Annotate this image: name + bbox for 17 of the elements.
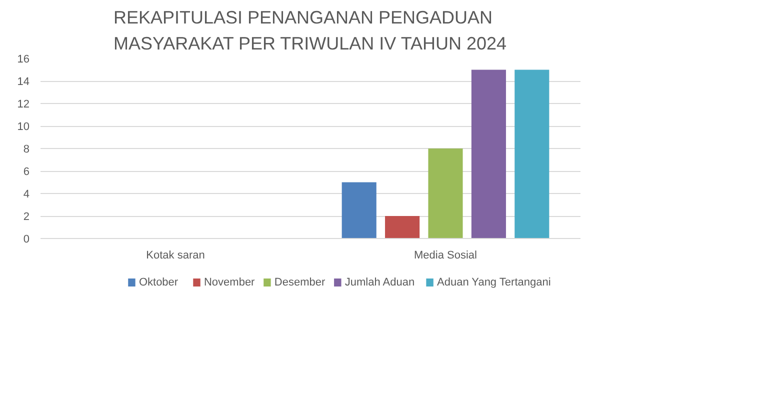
legend-label: Jumlah Aduan — [344, 276, 415, 288]
y-tick-label: 12 — [17, 98, 30, 110]
y-tick-label: 14 — [17, 76, 30, 88]
y-tick-label: 6 — [23, 166, 30, 178]
chart-title: REKAPITULASI PENANGANAN PENGADUAN MASYARAKAT PER TRIWULAN IV TAHUN 2024 — [113, 8, 507, 54]
legend-label: November — [204, 276, 256, 288]
y-tick-label: 0 — [23, 234, 30, 246]
x-tick-label: Kotak saran — [146, 250, 205, 262]
legend-label: Oktober — [138, 276, 178, 288]
y-tick-label: 4 — [23, 188, 30, 200]
y-tick-label: 2 — [23, 211, 30, 223]
y-tick-label: 10 — [17, 121, 30, 133]
y-tick-label: 8 — [23, 144, 30, 156]
legend-label: Desember — [274, 276, 326, 288]
legend-label: Aduan Yang Tertangani — [437, 276, 551, 288]
x-tick-label: Media Sosial — [414, 250, 477, 262]
y-tick-label: 16 — [17, 54, 30, 66]
